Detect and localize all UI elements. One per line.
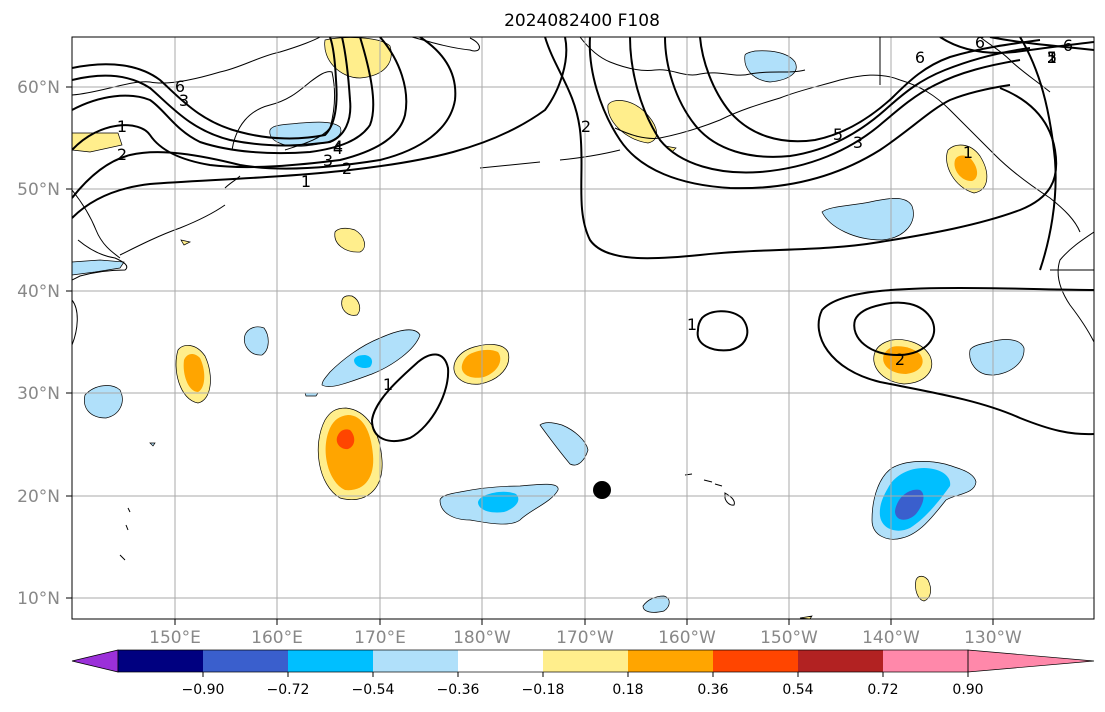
lon-tick-label: 160°E — [251, 628, 303, 648]
contour-label: 1 — [963, 143, 973, 162]
shade-positive-south — [915, 575, 931, 602]
shade-negative-south — [642, 595, 670, 613]
contour-label: 2 — [895, 350, 905, 369]
contour-labels: 1 2 3 4 5 6 6 1 2 3 4 2 1 5 6 6 5 3 2 1 … — [117, 33, 1073, 394]
lon-tick-label: 160°W — [658, 628, 716, 648]
colorbar-bin — [883, 650, 968, 672]
colorbar-tick-label: 0.18 — [612, 682, 643, 698]
colorbar-bin — [458, 650, 543, 672]
shade-negative-30n-west — [84, 385, 123, 419]
map-title: 2024082400 F108 — [504, 11, 660, 31]
colorbar-tick-label: −0.90 — [182, 682, 225, 698]
lat-axis: 60°N 50°N 40°N 30°N 20°N 10°N — [17, 78, 72, 609]
colorbar-tick-label: 0.54 — [782, 682, 813, 698]
contour-label: 5 — [833, 125, 843, 144]
shaded-anomalies — [72, 37, 1025, 619]
colorbar-tick-label: 0.90 — [952, 682, 983, 698]
contour-label: 6 — [175, 77, 185, 96]
coastlines — [72, 37, 1094, 561]
colorbar-tick-label: −0.36 — [437, 682, 480, 698]
lon-tick-label: 180°W — [453, 628, 511, 648]
colorbar-extend-left — [71, 649, 119, 673]
lat-tick-label: 20°N — [17, 487, 60, 507]
contours — [72, 37, 1094, 442]
contour-label: 4 — [333, 139, 343, 158]
colorbar-bin — [713, 650, 798, 672]
lat-tick-label: 30°N — [17, 384, 60, 404]
shade-negative-japan — [72, 259, 125, 276]
colorbar-bin — [543, 650, 628, 672]
colorbar-extend-right — [967, 649, 1095, 673]
gridlines — [72, 37, 1094, 619]
contour-label: 2 — [117, 145, 127, 164]
contour-label: 1 — [117, 117, 127, 136]
contour-label: 2 — [581, 117, 591, 136]
contour-label: 5 — [1047, 48, 1057, 67]
contour-label: 5 — [1047, 48, 1057, 67]
shade-negative-170e — [321, 329, 421, 387]
shade-positive-small-1 — [334, 227, 365, 253]
colorbar-bin — [373, 650, 458, 672]
colorbar-tick-label: 0.36 — [697, 682, 728, 698]
colorbar-tick-label: −0.72 — [267, 682, 310, 698]
lat-tick-label: 60°N — [17, 78, 60, 98]
colorbar-bin — [118, 650, 203, 672]
colorbar-bin — [288, 650, 373, 672]
colorbar-bin — [798, 650, 883, 672]
contour-label: 3 — [179, 91, 189, 110]
shade-negative-160e — [244, 326, 269, 356]
contour-label: 2 — [1047, 48, 1057, 67]
lat-tick-label: 10°N — [17, 589, 60, 609]
shade-negative-132w — [969, 339, 1025, 376]
contour-label: 1 — [301, 172, 311, 191]
shade-positive-kamchatka — [324, 37, 392, 79]
lon-tick-label: 150°W — [760, 628, 818, 648]
contour-label: 1 — [383, 375, 393, 394]
map-area: 1 2 3 4 5 6 6 1 2 3 4 2 1 5 6 6 5 3 2 1 … — [72, 33, 1094, 619]
shade-negative-alaska — [744, 50, 797, 83]
contour-label: 1 — [1047, 48, 1057, 67]
contour-label: 6 — [915, 48, 925, 67]
shade-positive-small-2 — [341, 295, 361, 316]
lat-tick-label: 50°N — [17, 180, 60, 200]
contour-label: 3 — [323, 151, 333, 170]
lon-axis: 150°E 160°E 170°E 180°W 170°W 160°W 150°… — [149, 619, 1022, 648]
colorbar: −0.90 −0.72 −0.54 −0.36 −0.18 0.18 0.36 … — [71, 649, 1095, 698]
lon-tick-label: 140°W — [862, 628, 920, 648]
contour-label: 6 — [975, 33, 985, 52]
lat-tick-label: 40°N — [17, 282, 60, 302]
lon-tick-label: 170°W — [556, 628, 614, 648]
colorbar-tick-label: −0.54 — [352, 682, 395, 698]
colorbar-bin — [203, 650, 288, 672]
contour-label: 6 — [1063, 36, 1073, 55]
contour-label: 1 — [687, 315, 697, 334]
contour-label: 4 — [333, 137, 343, 156]
colorbar-bin — [628, 650, 713, 672]
colorbar-tick-label: −0.18 — [522, 682, 565, 698]
colorbar-tick-label: 0.72 — [867, 682, 898, 698]
contour-label: 3 — [853, 133, 863, 152]
shade-negative-168w — [539, 422, 589, 466]
contour-label: 2 — [342, 159, 352, 178]
colorbar-ticks — [202, 672, 969, 677]
map-frame — [71, 36, 1095, 620]
lon-tick-label: 130°W — [964, 628, 1022, 648]
lon-tick-label: 150°E — [149, 628, 201, 648]
storm-marker — [593, 481, 611, 499]
lon-tick-label: 170°E — [354, 628, 406, 648]
